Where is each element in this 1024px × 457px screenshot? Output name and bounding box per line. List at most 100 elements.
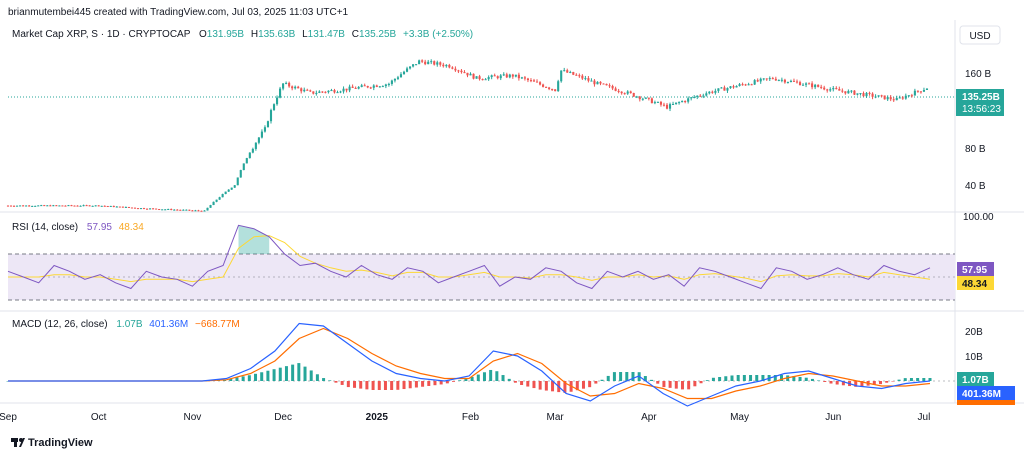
macd-line	[8, 322, 931, 407]
candle-body	[789, 80, 793, 82]
candle-body	[463, 72, 466, 74]
candle-body	[671, 103, 675, 105]
macd-histogram-bar	[507, 378, 511, 381]
candle-body	[257, 137, 260, 143]
macd-histogram-bar	[878, 381, 882, 385]
candle-body	[182, 209, 185, 211]
candle-body	[886, 97, 889, 100]
macd-histogram-bar	[724, 376, 728, 381]
candle-body	[475, 76, 478, 79]
candle-body	[614, 88, 617, 91]
candle-body	[557, 81, 560, 92]
candle-body	[260, 131, 263, 138]
candle-body	[472, 73, 475, 79]
macd-legend-hist: 1.07B	[116, 319, 142, 330]
macd-histogram-bar	[495, 371, 499, 381]
price-tick-40b: 40 B	[965, 181, 986, 192]
macd-histogram-bar	[563, 381, 567, 393]
candle-body	[644, 97, 647, 99]
candle-body	[895, 98, 898, 101]
macd-histogram-bar	[680, 381, 684, 390]
candle-body	[862, 93, 865, 97]
candle-body	[73, 205, 76, 207]
candle-body	[31, 205, 34, 207]
macd-histogram-bar	[439, 381, 443, 385]
macd-tick-20b: 20B	[965, 327, 983, 338]
macd-histogram-bar	[693, 381, 697, 387]
macd-histogram-bar	[736, 375, 740, 381]
candle-body	[197, 210, 200, 212]
macd-histogram-bar	[489, 369, 493, 381]
candle-body	[339, 91, 342, 93]
candle-body	[569, 71, 572, 73]
candle-body	[496, 76, 499, 79]
candle-body	[115, 206, 118, 208]
candle-body	[883, 95, 886, 100]
candle-body	[808, 83, 811, 85]
macd-histogram-bar	[625, 372, 629, 381]
candle-body	[659, 101, 663, 105]
candle-body	[387, 83, 390, 85]
candle-body	[309, 90, 312, 92]
close-value: 135.25B	[359, 29, 397, 40]
candle-body	[167, 209, 170, 211]
macd-histogram-bar	[761, 375, 765, 381]
candle-body	[390, 80, 393, 84]
change-value: +3.3B (+2.50%)	[403, 29, 473, 40]
rsi-tag	[957, 262, 994, 276]
candle-body	[279, 88, 282, 98]
macd-histogram-bar	[872, 381, 876, 385]
logo-mark-stem	[14, 438, 17, 447]
macd-hist-tag	[957, 372, 994, 386]
macd-histogram-bar	[365, 381, 369, 390]
candle-body	[297, 86, 300, 89]
candle-body	[599, 81, 602, 84]
macd-histogram-bar	[699, 381, 703, 384]
macd-histogram-bar	[916, 378, 920, 381]
candle-body	[288, 82, 291, 87]
candle-body	[282, 83, 285, 89]
candle-body	[466, 72, 469, 76]
macd-histogram-bar	[779, 375, 783, 381]
rsi-ma-tag-value: 48.34	[962, 279, 987, 290]
price-tag-countdown: 13:56:23	[962, 104, 1001, 115]
candle-body	[127, 206, 130, 208]
candle-body	[85, 205, 88, 207]
macd-histogram-bar	[297, 363, 301, 381]
symbol-label: Market Cap XRP, S · 1D · CRYPTOCAP	[12, 29, 191, 40]
candle-body	[780, 79, 783, 81]
macd-histogram-bar	[804, 377, 808, 381]
candle-body	[732, 86, 735, 88]
macd-legend-macd: 401.36M	[149, 319, 188, 330]
candle-body	[635, 96, 638, 98]
candle-body	[396, 77, 400, 79]
time-axis: Sep Oct Nov Dec 2025 Feb Mar Apr May Jun Jul	[0, 412, 930, 423]
candle-body	[43, 205, 46, 207]
candle-body	[436, 62, 439, 65]
candle-body	[629, 91, 632, 94]
candle-body	[366, 85, 369, 88]
candle-body	[829, 89, 832, 91]
candle-body	[647, 97, 650, 99]
candle-body	[37, 205, 40, 207]
candle-body	[874, 96, 877, 98]
logo-text: TradingView	[28, 437, 93, 449]
rsi-tag-value: 57.95	[962, 265, 987, 276]
macd-line-tag	[957, 386, 1015, 400]
candle-body	[563, 70, 566, 72]
candle-body	[245, 158, 248, 164]
candle-body	[300, 88, 303, 92]
candle-body	[433, 61, 436, 65]
candle-body	[469, 73, 472, 76]
candle-body	[212, 201, 215, 206]
candle-body	[729, 86, 732, 89]
candle-body	[263, 127, 267, 132]
time-tick-mar: Mar	[547, 412, 565, 423]
candle-body	[360, 85, 363, 87]
candle-body	[100, 205, 103, 207]
candle-body	[354, 87, 357, 89]
currency-button[interactable]	[959, 25, 1001, 45]
candle-body	[505, 74, 508, 78]
candle-body	[170, 209, 173, 211]
candle-body	[206, 207, 209, 211]
